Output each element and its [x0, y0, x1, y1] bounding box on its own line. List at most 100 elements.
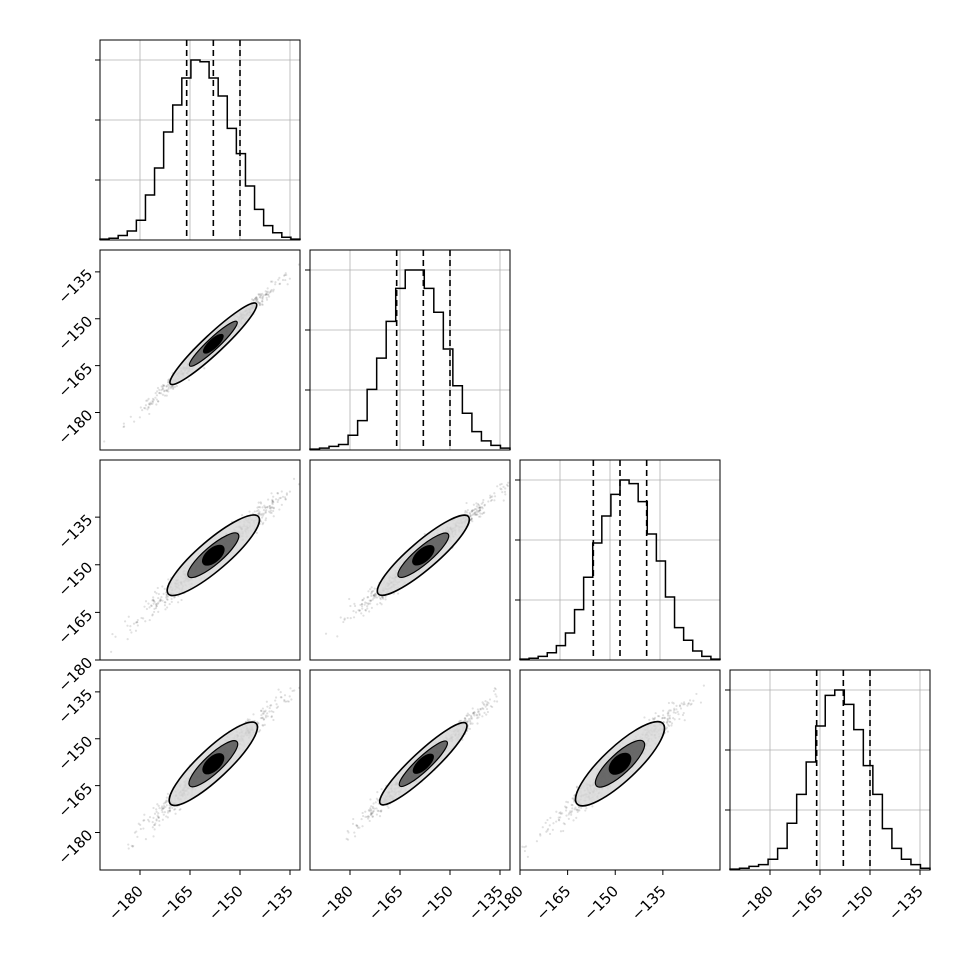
scatter-point — [397, 592, 400, 595]
scatter-point — [371, 807, 375, 810]
scatter-point — [155, 403, 158, 406]
scatter-point — [276, 500, 279, 504]
scatter-point — [263, 504, 266, 507]
scatter-point — [179, 807, 182, 811]
scatter-point — [499, 483, 502, 486]
scatter-point — [255, 298, 258, 301]
scatter-point — [260, 716, 264, 720]
scatter-point — [152, 599, 155, 602]
scatter-point — [284, 497, 287, 501]
scatter-point — [154, 396, 157, 399]
scatter-point — [168, 808, 172, 812]
scatter-point — [166, 598, 169, 601]
scatter-point — [173, 596, 176, 599]
scatter-point — [167, 387, 170, 390]
scatter-point — [369, 602, 372, 605]
scatter-point — [271, 501, 274, 504]
panel-content — [103, 263, 300, 443]
scatter-point — [167, 578, 170, 581]
scatter-point — [163, 810, 166, 814]
scatter-point — [144, 620, 147, 623]
scatter-point — [490, 498, 494, 502]
scatter-point — [165, 804, 168, 807]
scatter-point — [364, 601, 367, 604]
panel-frame — [729, 669, 931, 871]
scatter-point — [502, 499, 505, 502]
scatter-point — [266, 705, 269, 708]
scatter-point — [148, 412, 151, 416]
scatter-point — [160, 385, 163, 388]
scatter-point — [253, 297, 257, 300]
scatter-point — [164, 608, 167, 611]
scatter-point — [255, 296, 258, 299]
scatter-point — [486, 703, 489, 707]
scatter-point — [149, 401, 152, 404]
scatter-point — [370, 591, 373, 594]
scatter-point — [506, 484, 510, 488]
scatter-point — [475, 505, 478, 508]
scatter-point — [670, 724, 673, 727]
scatter-point — [264, 510, 267, 513]
scatter-point — [292, 477, 296, 480]
scatter-point — [472, 512, 475, 515]
panel-frame — [99, 669, 301, 871]
scatter-point — [177, 601, 180, 604]
contour-core — [412, 545, 435, 566]
panel-frame — [309, 249, 511, 451]
scatter-point — [157, 816, 160, 820]
scatter-point — [370, 812, 373, 815]
scatter-point — [165, 593, 168, 597]
histogram-step — [99, 59, 301, 240]
scatter-point — [163, 604, 167, 607]
scatter-point — [471, 520, 474, 523]
scatter-point — [464, 509, 467, 513]
scatter-point — [252, 298, 255, 302]
scatter-point — [274, 696, 278, 699]
scatter-point — [167, 379, 170, 382]
scatter-point — [162, 384, 166, 387]
scatter-point — [156, 400, 160, 403]
scatter-point — [155, 398, 159, 401]
scatter-point — [144, 404, 148, 407]
scatter-point — [565, 800, 568, 803]
scatter-point — [281, 495, 285, 498]
scatter-point — [259, 292, 262, 296]
scatter-point — [475, 713, 478, 716]
scatter-point — [139, 827, 142, 831]
scatter-point — [479, 509, 482, 512]
scatter-point — [289, 687, 292, 690]
scatter-point — [469, 719, 472, 722]
scatter-point — [668, 716, 671, 719]
scatter-point — [268, 291, 271, 294]
scatter-point — [484, 700, 487, 703]
scatter-point — [161, 811, 164, 814]
scatter-point — [476, 717, 479, 720]
scatter-point — [379, 601, 382, 605]
scatter-point — [132, 622, 136, 625]
scatter-point — [264, 511, 267, 514]
scatter-point — [493, 687, 496, 690]
scatter-point — [158, 600, 161, 603]
panel-frame — [99, 39, 301, 241]
scatter-point — [158, 392, 161, 395]
scatter-point — [371, 815, 374, 818]
scatter-point — [576, 808, 579, 811]
scatter-point — [465, 501, 468, 505]
scatter-point — [381, 596, 384, 599]
scatter-point — [261, 303, 264, 306]
scatter-point — [504, 493, 507, 496]
scatter-point — [472, 713, 475, 716]
scatter-point — [264, 293, 267, 296]
scatter-point — [392, 592, 395, 595]
scatter-point — [477, 515, 481, 518]
scatter-point — [374, 592, 377, 596]
scatter-point — [285, 492, 288, 495]
scatter-point — [258, 510, 261, 513]
panel-frame — [519, 459, 721, 661]
scatter-point — [151, 397, 155, 400]
scatter-point — [264, 709, 267, 712]
scatter-point — [151, 402, 154, 405]
scatter-point — [468, 713, 471, 717]
scatter-point — [539, 832, 542, 836]
scatter-point — [151, 613, 154, 616]
